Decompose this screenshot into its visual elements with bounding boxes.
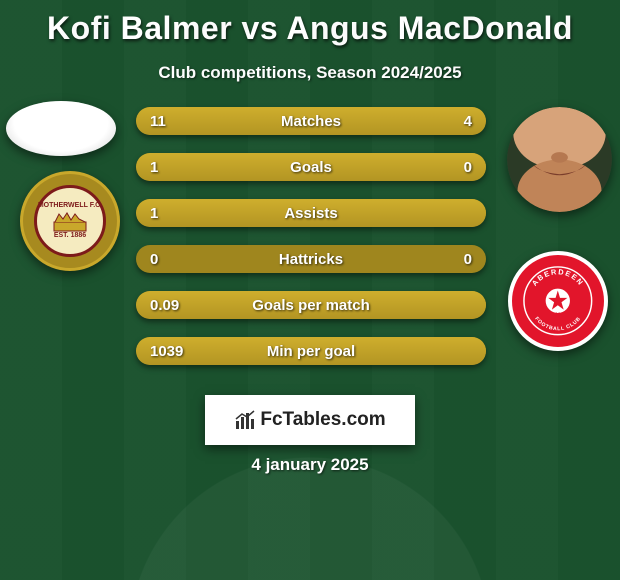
bar-label: Hattricks	[136, 245, 486, 273]
bar-fill-left	[136, 107, 392, 135]
brand-badge: FcTables.com	[205, 395, 415, 445]
brand-icon	[234, 409, 256, 431]
bar-fill-left	[136, 153, 486, 181]
subtitle: Club competitions, Season 2024/2025	[0, 63, 620, 83]
crest-left-inner: MOTHERWELL F.C. EST. 1886	[34, 185, 106, 257]
crest-left-graphic	[53, 210, 87, 232]
bar-fill-left	[136, 199, 486, 227]
brand-text: FcTables.com	[234, 409, 385, 431]
svg-text:ABERDEEN: ABERDEEN	[530, 267, 586, 288]
stat-bar: Hattricks0 0	[136, 245, 486, 273]
crest-right-graphic: ABERDEEN FOOTBALL CLUB 1903	[521, 264, 595, 338]
svg-text:1903: 1903	[552, 312, 564, 318]
page-title: Kofi Balmer vs Angus MacDonald	[0, 0, 620, 47]
bar-fill-left	[136, 291, 486, 319]
date-text: 4 january 2025	[0, 455, 620, 475]
player-left-avatar	[6, 101, 116, 156]
stat-bar: Min per goal1039	[136, 337, 486, 365]
club-crest-right: ABERDEEN FOOTBALL CLUB 1903	[508, 251, 608, 351]
brand-label: FcTables.com	[260, 409, 385, 431]
crest-left-text-bottom: EST. 1886	[54, 232, 86, 240]
bar-value-right: 0	[450, 245, 486, 273]
bar-fill-left	[136, 337, 486, 365]
crest-left-text-top: MOTHERWELL F.C.	[38, 202, 102, 210]
player-right-avatar	[507, 107, 612, 212]
bar-fill-right	[392, 107, 487, 135]
club-crest-left: MOTHERWELL F.C. EST. 1886	[20, 171, 120, 271]
comparison-stage: MOTHERWELL F.C. EST. 1886 ABERDEEN FOOTB…	[0, 111, 620, 411]
stat-bar: Matches114	[136, 107, 486, 135]
stat-bar: Assists1	[136, 199, 486, 227]
stat-bars: Matches114 Goals10 Assists1 Hattricks0 0 Goal…	[136, 107, 486, 383]
stat-bar: Goals per match0.09	[136, 291, 486, 319]
stat-bar: Goals10	[136, 153, 486, 181]
bar-value-left: 0	[136, 245, 172, 273]
